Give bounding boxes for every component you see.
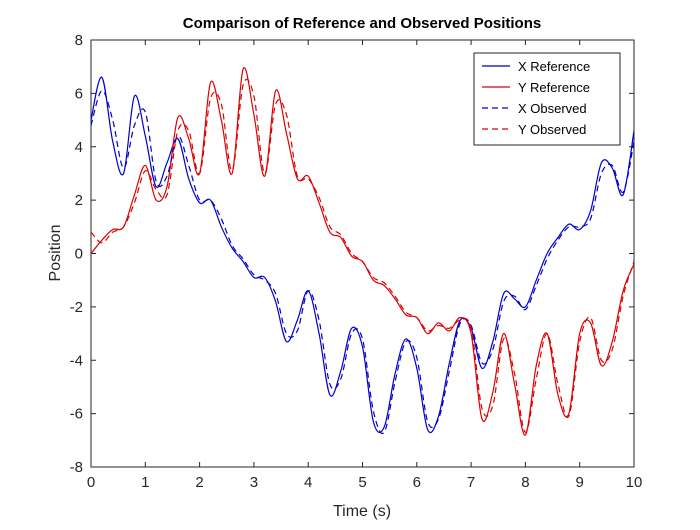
series-line-y-reference — [91, 67, 634, 436]
chart-title: Comparison of Reference and Observed Pos… — [183, 15, 541, 32]
x-tick-label: 7 — [467, 474, 475, 491]
legend-label-x-observed: X Observed — [518, 101, 587, 116]
y-tick-label: 0 — [75, 246, 83, 263]
legend-label-x-reference: X Reference — [518, 59, 590, 74]
legend-label-y-reference: Y Reference — [518, 80, 590, 95]
x-tick-label: 4 — [304, 474, 312, 491]
legend-label-y-observed: Y Observed — [518, 122, 586, 137]
y-tick-label: -8 — [70, 459, 83, 476]
x-tick-label: 5 — [358, 474, 366, 491]
x-axis-label: Time (s) — [333, 503, 391, 520]
x-tick-label: 6 — [413, 474, 421, 491]
series-line-x-observed — [91, 90, 634, 435]
axis-tick-labels: 0 1 2 3 4 5 6 7 8 9 10 -8 -6 -4 -2 0 2 4 6 8 — [70, 32, 643, 491]
y-tick-label: -6 — [70, 406, 83, 423]
x-tick-label: 1 — [141, 474, 149, 491]
series-line-y-observed — [91, 78, 634, 433]
series-line-x-reference — [91, 76, 634, 434]
y-axis-label: Position — [47, 225, 64, 282]
x-tick-label: 2 — [195, 474, 203, 491]
y-tick-label: 8 — [75, 32, 83, 49]
series-layer — [91, 67, 634, 436]
y-tick-label: -4 — [70, 352, 83, 369]
x-tick-label: 9 — [576, 474, 584, 491]
y-tick-label: 4 — [75, 139, 83, 156]
legend-box — [473, 52, 621, 146]
x-tick-label: 10 — [626, 474, 643, 491]
x-tick-label: 0 — [87, 474, 95, 491]
x-tick-label: 8 — [521, 474, 529, 491]
x-tick-label: 3 — [250, 474, 258, 491]
legend: X Reference Y Reference X Observed Y Observ… — [473, 52, 621, 146]
axis-ticks — [90, 39, 635, 468]
y-tick-label: 2 — [75, 192, 83, 209]
y-tick-label: -2 — [70, 299, 83, 316]
y-tick-label: 6 — [75, 85, 83, 102]
